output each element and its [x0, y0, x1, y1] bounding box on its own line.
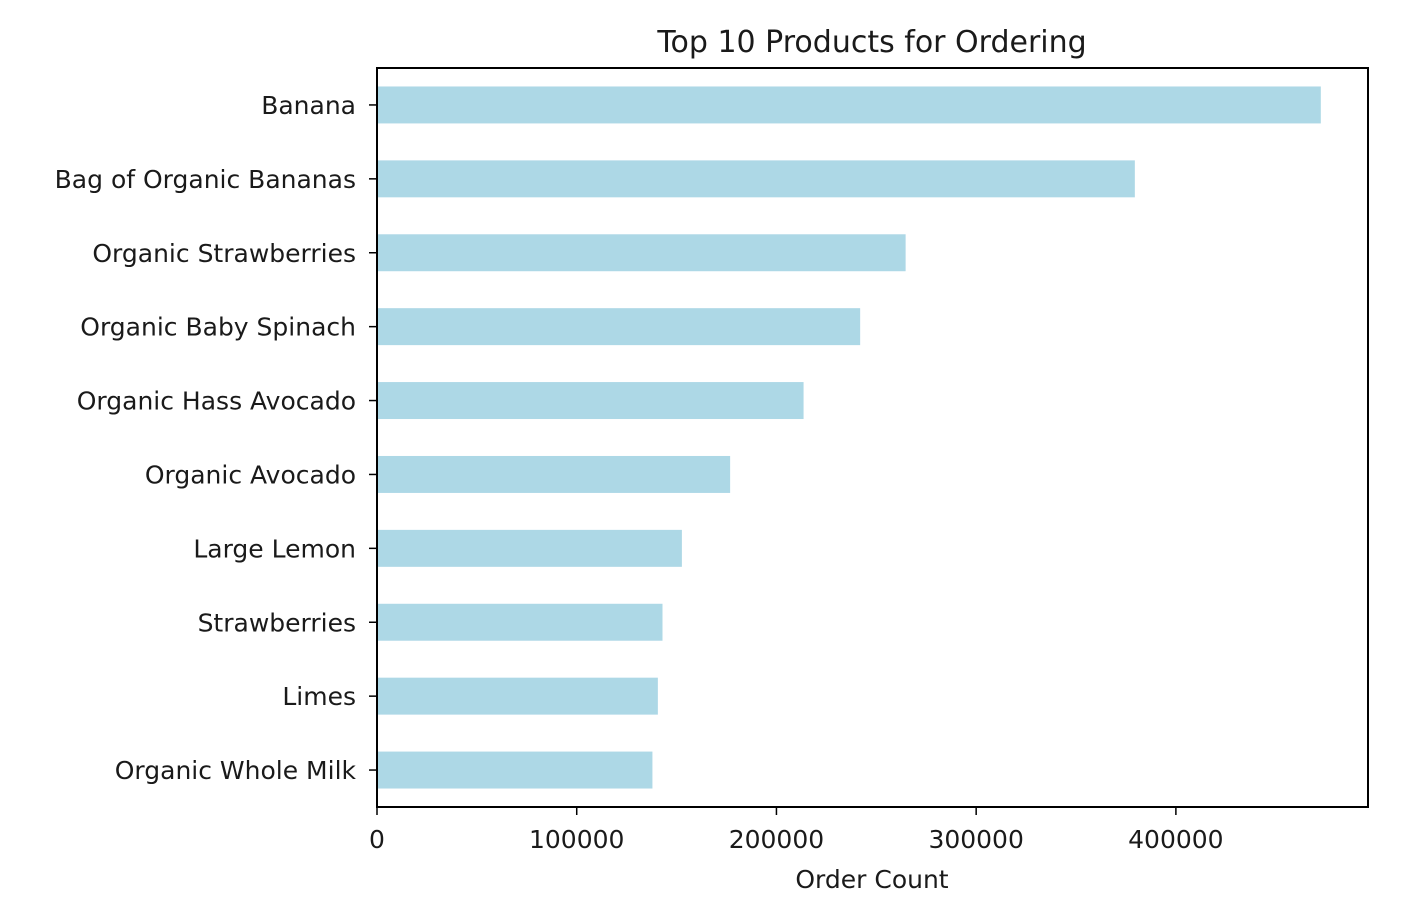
bar-8	[377, 677, 658, 715]
plot-frame	[376, 67, 1369, 808]
y-tick-label: Limes	[282, 682, 356, 711]
chart-title: Top 10 Products for Ordering	[656, 25, 1086, 60]
x-tick-label: 0	[369, 825, 385, 854]
bar-9	[377, 751, 653, 789]
y-axis-ticks: Banana Bag of Organic Bananas Organic Stra…	[55, 91, 377, 785]
y-tick-label: Large Lemon	[193, 534, 356, 563]
x-tick-label: 200000	[729, 825, 824, 854]
bar-0	[377, 86, 1321, 124]
x-axis-label: Order Count	[795, 865, 948, 894]
y-tick-label: Organic Baby Spinach	[80, 313, 356, 342]
bars-group	[377, 86, 1321, 789]
bar-7	[377, 603, 663, 641]
x-tick-label: 300000	[928, 825, 1023, 854]
y-tick-label: Organic Whole Milk	[115, 756, 357, 785]
y-tick-label: Organic Hass Avocado	[77, 387, 356, 416]
x-tick-label: 100000	[529, 825, 624, 854]
bar-4	[377, 382, 804, 420]
bar-5	[377, 455, 731, 493]
x-axis-ticks: 0 100000 200000 300000 400000	[369, 807, 1224, 854]
y-tick-label: Strawberries	[198, 608, 356, 637]
y-tick-label: Organic Avocado	[145, 460, 356, 489]
x-tick-label: 400000	[1128, 825, 1223, 854]
bar-1	[377, 160, 1135, 198]
y-tick-label: Organic Strawberries	[92, 239, 356, 268]
y-tick-label: Bag of Organic Bananas	[55, 165, 356, 194]
y-tick-label: Banana	[261, 91, 356, 120]
bar-6	[377, 529, 682, 567]
bar-2	[377, 234, 906, 272]
bar-3	[377, 308, 861, 346]
